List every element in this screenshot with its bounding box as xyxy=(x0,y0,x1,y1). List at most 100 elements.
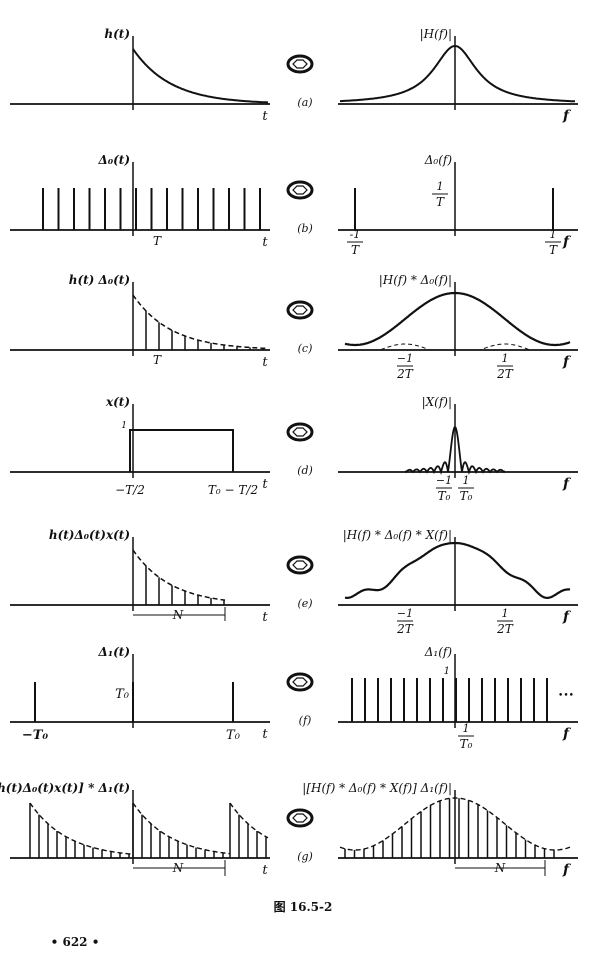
tick-label-denominator: T₀ xyxy=(460,737,473,751)
fourier-pair-icon-inner xyxy=(292,185,308,195)
f-axis-label: f xyxy=(562,609,572,625)
fourier-pair-icon-inner xyxy=(292,305,308,315)
spectrum-label: |H(f) * Δ₀(f) * X(f)| xyxy=(343,528,452,542)
t-axis-label: t xyxy=(262,109,268,124)
fourier-pair-icon xyxy=(286,672,314,692)
fourier-pair-icon xyxy=(286,808,314,828)
tick-label-T: T xyxy=(153,234,162,248)
panel-row-a: h(t) t |H(f)| f (a) xyxy=(10,27,578,124)
tick-label: T₀ xyxy=(226,728,241,743)
fourier-pair-icon-inner xyxy=(292,59,308,69)
time-domain-plot: [h(t)Δ₀(t)x(t)] * Δ₁(t) t N xyxy=(0,781,270,878)
magnitude-curve xyxy=(340,44,575,103)
spectrum-label: Δ₁(f) xyxy=(424,645,453,659)
panel-row-g: [h(t)Δ₀(t)x(t)] * Δ₁(t)tN|[H(f) * Δ₀(f) … xyxy=(0,781,578,878)
tick-label-numerator: 1 xyxy=(463,474,470,487)
panel-letter: (e) xyxy=(297,597,312,610)
frequency-domain-plot: |H(f) * Δ₀(f) * X(f)| f −1 2T 1 2T xyxy=(338,528,578,636)
envelope-curve xyxy=(132,294,268,350)
f-axis-label: f xyxy=(562,234,572,250)
fourier-pair-icon xyxy=(286,54,314,74)
fourier-pair-icon-inner xyxy=(292,813,308,823)
spectrum-label: |H(f) * Δ₀(f)| xyxy=(379,273,452,287)
tick-label-numerator: -1 xyxy=(350,228,361,241)
envelope-curve xyxy=(132,549,226,601)
panel-letter: (b) xyxy=(297,222,313,235)
t-axis-label: t xyxy=(262,355,268,370)
time-function-label: h(t) Δ₀(t) xyxy=(69,273,130,287)
tick-label-numerator: 1 xyxy=(502,352,509,365)
frequency-domain-plot: |[H(f) * Δ₀(f) * X(f)] Δ₁(f)| f N xyxy=(302,781,578,878)
frequency-domain-plot: |X(f)| f −1 T₀ 1 T₀ xyxy=(338,395,578,503)
tick-label-denominator: 2T xyxy=(396,367,414,381)
tick-label-T: T xyxy=(153,353,162,367)
time-domain-plot: h(t) t xyxy=(10,27,270,124)
fourier-pair-icon xyxy=(286,180,314,200)
frequency-domain-plot: |H(f) * Δ₀(f)| f −1 2T 1 2T xyxy=(338,273,578,381)
spectrum-label: |H(f)| xyxy=(420,27,452,41)
fourier-pair-icon-inner xyxy=(292,677,308,687)
spectrum-label: |[H(f) * Δ₀(f) * X(f)] Δ₁(f)| xyxy=(302,781,452,795)
t-axis-label: t xyxy=(262,863,268,878)
fourier-pair-icon-inner xyxy=(292,560,308,570)
tick-label-numerator: 1 xyxy=(550,228,557,241)
impulse-height-label-numerator: 1 xyxy=(437,180,444,193)
time-domain-plot: Δ₁(t) t T₀ −T₀ T₀ xyxy=(10,645,270,743)
span-label-N: N xyxy=(494,861,506,875)
tick-label-denominator: T xyxy=(549,243,558,257)
f-axis-label: f xyxy=(562,108,572,124)
frequency-domain-plot: |H(f)| f xyxy=(338,27,578,124)
panel-letter: (g) xyxy=(297,850,313,863)
periodic-spectrum-curve xyxy=(344,541,571,599)
fourier-pair-icon-inner xyxy=(292,427,308,437)
tick-label-numerator: −1 xyxy=(397,607,413,620)
envelope-curve xyxy=(132,802,231,855)
fourier-pair-icon xyxy=(286,555,314,575)
panel-row-c: h(t) Δ₀(t) t T |H(f) * Δ₀(f)| f −1 2T 1 2T (c) xyxy=(10,273,578,381)
time-function-label: Δ₁(t) xyxy=(98,645,130,659)
tick-label-numerator: 1 xyxy=(463,722,470,735)
time-function-label: h(t) xyxy=(104,27,130,41)
fourier-pair-icon xyxy=(286,422,314,442)
tick-label: −T/2 xyxy=(115,483,145,497)
periodic-spectrum-curve xyxy=(344,291,571,347)
t-axis-label: t xyxy=(262,727,268,742)
panel-letter: (f) xyxy=(299,714,312,727)
tick-label-numerator: −1 xyxy=(436,474,452,487)
tick-label-denominator: 2T xyxy=(496,367,514,381)
ellipsis: ••• xyxy=(558,691,574,701)
t-axis-label: t xyxy=(262,477,268,492)
sinc-magnitude-curve xyxy=(404,425,506,476)
span-label-N: N xyxy=(172,608,184,622)
tick-label-denominator: 2T xyxy=(396,622,414,636)
rectangular-window xyxy=(129,429,234,472)
time-function-label: [h(t)Δ₀(t)x(t)] * Δ₁(t) xyxy=(0,781,130,795)
height-label-1: 1 xyxy=(121,421,127,431)
impulse-height-label-denominator: T xyxy=(436,195,445,209)
fourier-pair-icon xyxy=(286,300,314,320)
f-axis-label: f xyxy=(562,476,572,492)
tick-label-denominator: T₀ xyxy=(438,489,451,503)
aliased-tail-curve xyxy=(360,343,550,351)
panel-row-d: x(t) t 1 −T/2 T₀ − T/2 |X(f)| f −1 T₀ 1 T₀ (d) xyxy=(10,395,578,503)
spectrum-label: |X(f)| xyxy=(422,395,452,409)
tick-label-denominator: T₀ xyxy=(460,489,473,503)
panel-row-e: h(t)Δ₀(t)x(t) t N |H(f) * Δ₀(f) * X(f)| f −1 2… xyxy=(10,528,578,636)
span-label-N: N xyxy=(172,861,184,875)
time-domain-plot: Δ₀(t) t T xyxy=(10,153,270,250)
height-label: T₀ xyxy=(115,687,130,702)
figure-caption: 图 16.5-2 xyxy=(274,900,333,914)
tick-label: T₀ − T/2 xyxy=(208,483,258,497)
t-axis-label: t xyxy=(262,610,268,625)
time-function-label: x(t) xyxy=(105,395,130,409)
envelope-curve xyxy=(29,802,134,855)
height-label: 1 xyxy=(444,666,450,677)
tick-label-numerator: 1 xyxy=(502,607,509,620)
tick-label-numerator: −1 xyxy=(397,352,413,365)
panel-row-f: Δ₁(t) t T₀ −T₀ T₀ Δ₁(f) f 1 ••• 1 T₀ (f) xyxy=(10,645,578,751)
t-axis-label: t xyxy=(262,235,268,250)
tick-label-denominator: 2T xyxy=(496,622,514,636)
frequency-domain-plot: Δ₁(f) f 1 ••• 1 T₀ xyxy=(338,645,578,751)
